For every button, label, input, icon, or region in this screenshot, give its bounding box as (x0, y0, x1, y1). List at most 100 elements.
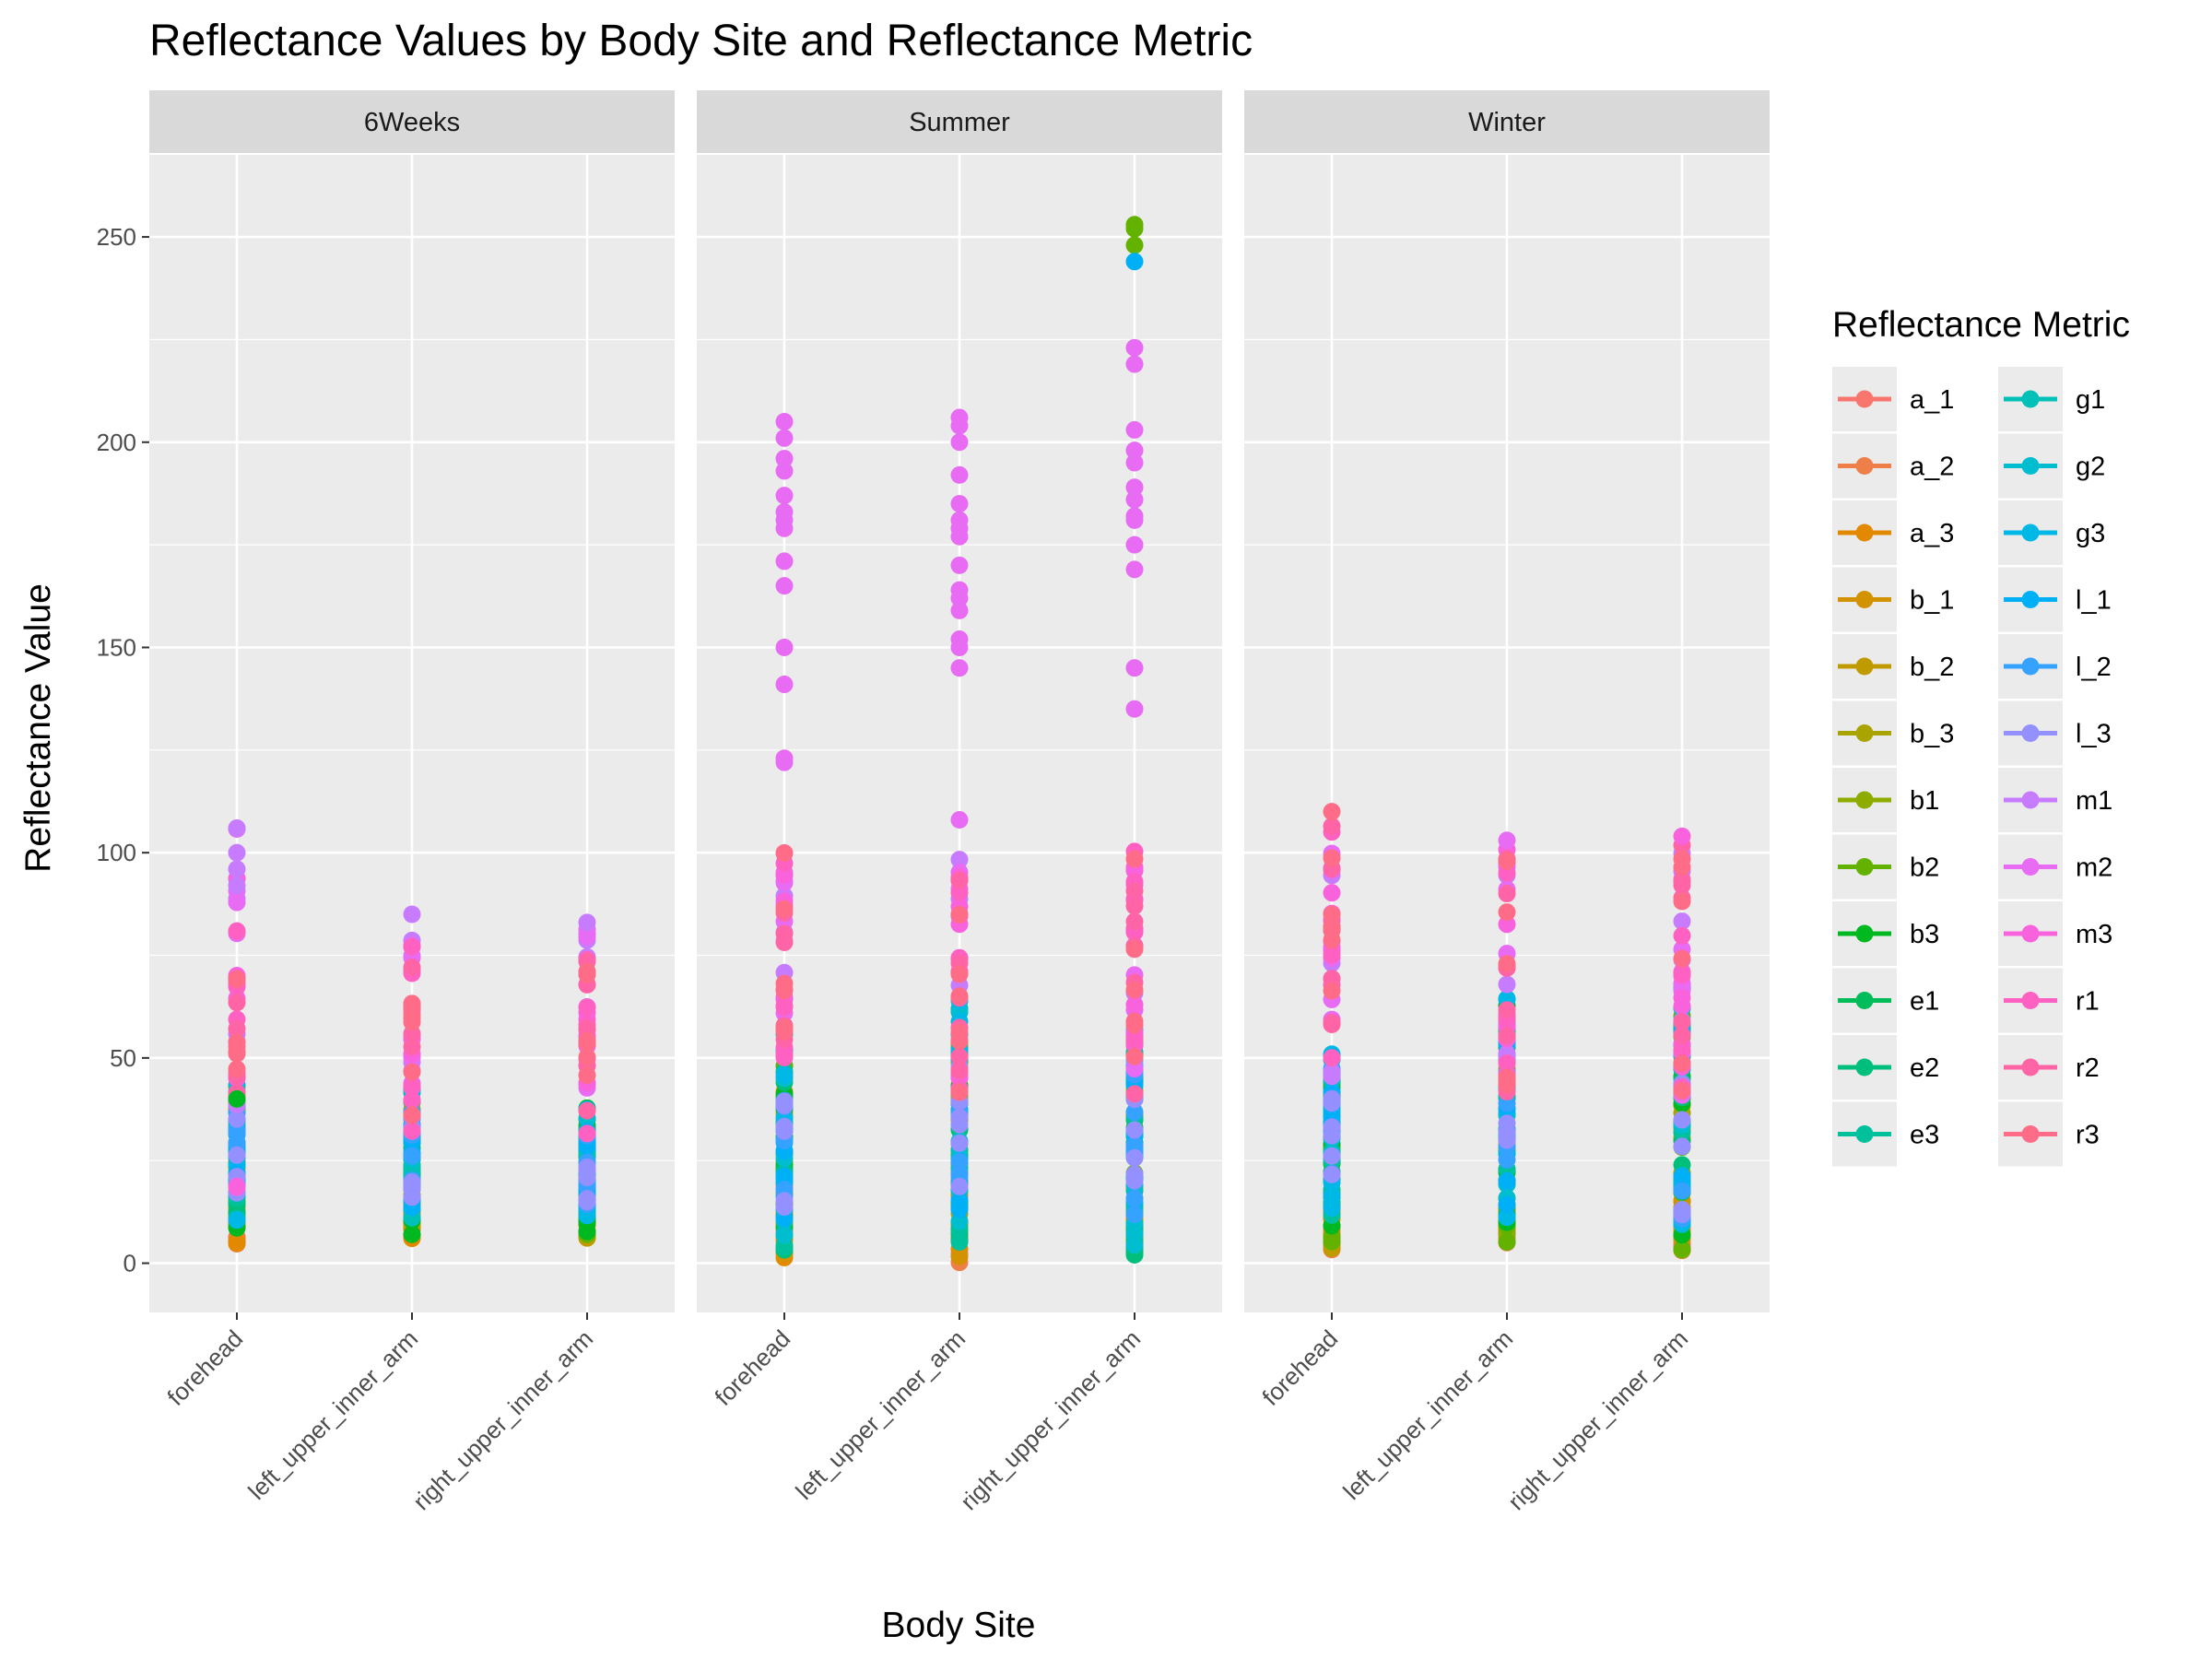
y-axis-title: Reflectance Value (18, 583, 58, 873)
point-r3 (1323, 931, 1341, 949)
point-m1 (228, 877, 246, 895)
legend-key-point (2021, 457, 2040, 475)
point-r2 (1673, 1026, 1691, 1044)
legend-label: l_1 (2076, 586, 2112, 616)
point-r3 (775, 982, 794, 1000)
y-tick-label: 50 (110, 1044, 136, 1072)
legend-key-point (2021, 524, 2040, 542)
point-m2 (1125, 478, 1144, 497)
point-m2 (775, 519, 794, 537)
point-l_1 (1673, 1167, 1691, 1185)
point-r2 (228, 1019, 246, 1038)
legend-item-l_1: l_1 (1998, 567, 2112, 632)
point-r3 (228, 970, 246, 988)
legend-item-l_3: l_3 (1998, 700, 2112, 766)
point-m2 (775, 638, 794, 656)
point-m2 (950, 601, 969, 619)
point-m2 (775, 552, 794, 571)
point-r1 (403, 937, 421, 956)
point-l_2 (1125, 1206, 1144, 1224)
legend-item-l_2: l_2 (1998, 634, 2112, 699)
legend-item-b1: b1 (1832, 768, 1939, 832)
point-a_3 (228, 1233, 246, 1252)
point-l_3 (950, 1108, 969, 1126)
legend-label: m2 (2076, 853, 2112, 883)
legend-key-point (1855, 992, 1874, 1009)
legend-key-point (1855, 924, 1874, 943)
facet-strip (149, 90, 675, 153)
point-r2 (1323, 970, 1341, 988)
point-m2 (950, 638, 969, 656)
x-tick-label: left_upper_inner_arm (1337, 1324, 1518, 1505)
point-r3 (775, 900, 794, 918)
point-b3 (403, 1225, 421, 1243)
point-l_3 (1125, 1165, 1144, 1183)
point-m1 (1673, 912, 1691, 931)
legend-key-point (2021, 924, 2040, 943)
legend-key-point (2021, 1058, 2040, 1077)
point-l_3 (775, 1096, 794, 1114)
point-m3 (1125, 995, 1144, 1014)
point-r3 (1125, 1047, 1144, 1065)
legend-key-point (2021, 992, 2040, 1009)
point-l_3 (1673, 1111, 1691, 1129)
point-m3 (1673, 988, 1691, 1006)
legend-label: r3 (2076, 1121, 2100, 1150)
facet-strip-label: Summer (909, 108, 1010, 137)
legend-title: Reflectance Metric (1832, 305, 2130, 345)
point-m2 (950, 417, 969, 435)
point-r2 (775, 934, 794, 952)
point-r3 (950, 987, 969, 1006)
legend-label: g1 (2076, 385, 2105, 415)
legend: Reflectance Metric a_1 a_2 a_3 b_1 b_2 b_3 b1 b… (1832, 305, 2130, 1167)
legend-key-point (1855, 457, 1874, 475)
point-l_3 (578, 1193, 596, 1211)
point-m2 (1125, 535, 1144, 554)
point-b_1 (950, 1247, 969, 1265)
x-tick-label: left_upper_inner_arm (790, 1324, 971, 1505)
point-m2 (1125, 560, 1144, 579)
legend-label: b_1 (1910, 586, 1954, 616)
point-l_3 (950, 1134, 969, 1152)
legend-label: a_3 (1910, 519, 1954, 548)
point-m2 (950, 465, 969, 484)
point-l_3 (1323, 1165, 1341, 1183)
point-r3 (1323, 905, 1341, 924)
legend-label: b3 (1910, 920, 1939, 949)
legend-item-m1: m1 (1998, 768, 2112, 832)
point-r2 (950, 871, 969, 889)
legend-label: b_2 (1910, 653, 1954, 682)
point-l_3 (1323, 1147, 1341, 1165)
point-l_1 (1498, 1172, 1516, 1191)
point-r2 (403, 958, 421, 976)
point-m2 (1125, 490, 1144, 509)
point-m2 (1125, 700, 1144, 718)
x-axis-title: Body Site (882, 1606, 1036, 1645)
point-r3 (578, 1048, 596, 1066)
point-r2 (403, 1038, 421, 1056)
point-m2 (950, 556, 969, 574)
legend-key-point (1855, 1125, 1874, 1143)
point-l_2 (1498, 1150, 1516, 1169)
point-r2 (1673, 1013, 1691, 1031)
point-m3 (1673, 827, 1691, 845)
point-r2 (228, 994, 246, 1012)
point-r2 (1323, 1015, 1341, 1033)
point-m2 (1125, 453, 1144, 472)
point-l_3 (950, 1177, 969, 1195)
y-tick-label: 200 (97, 429, 136, 456)
x-tick-label: right_upper_inner_arm (407, 1324, 598, 1515)
legend-item-e1: e1 (1832, 968, 1939, 1033)
legend-label: g3 (2076, 519, 2105, 548)
point-r1 (1498, 1054, 1516, 1073)
point-g2 (775, 1225, 794, 1243)
point-r1 (1673, 1041, 1691, 1059)
point-m2 (775, 487, 794, 505)
legend-key-point (1855, 1058, 1874, 1077)
data-points (775, 216, 1144, 1272)
point-l_2 (1125, 1103, 1144, 1122)
legend-key-point (1855, 390, 1874, 408)
legend-label: m3 (2076, 920, 2112, 949)
point-r3 (1673, 892, 1691, 911)
